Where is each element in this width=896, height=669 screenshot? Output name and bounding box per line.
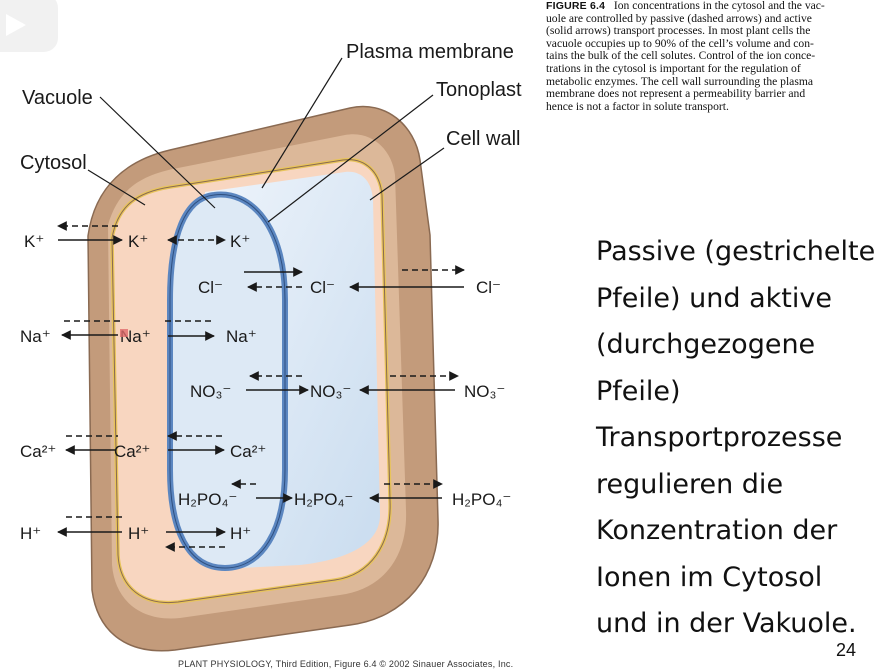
ion-h-outside: H⁺	[20, 524, 41, 543]
side-text-line: und in der Vakuole.	[596, 608, 857, 639]
ion-h2po4-cytosol: H₂PO₄⁻	[294, 490, 353, 509]
figure-caption: FIGURE 6.4 Ion concentrations in the cyt…	[546, 0, 896, 113]
ion-cl-vacuole: Cl⁻	[198, 278, 223, 297]
side-text-line: Ionen im Cytosol	[596, 561, 823, 593]
ion-no3-outside: NO₃⁻	[464, 382, 505, 401]
caption-line: metabolic enzymes. The cell wall surroun…	[546, 74, 814, 88]
caption-line: hence is not a factor in solute transpor…	[546, 99, 729, 113]
ion-no3-cytosol: NO₃⁻	[310, 382, 351, 401]
ion-ca-cytosol: Ca²⁺	[114, 442, 150, 461]
caption-line: (solid arrows) transport processes. In m…	[546, 24, 811, 38]
caption-line: uole are controlled by passive (dashed a…	[546, 11, 812, 25]
page-number: 24	[836, 640, 857, 660]
side-text-line: Transportprozesse	[596, 422, 843, 453]
cursor-marker	[120, 329, 128, 337]
side-text-line: (durchgezogene	[596, 329, 816, 360]
label-cytosol: Cytosol	[20, 152, 87, 174]
ion-k-cytosol: K⁺	[128, 232, 148, 251]
side-text-line: Passive (gestrichelte	[596, 236, 876, 267]
ion-h2po4-vacuole: H₂PO₄⁻	[178, 490, 237, 509]
label-cell-wall: Cell wall	[446, 128, 520, 150]
side-text-line: regulieren die	[596, 468, 784, 500]
ion-h-cytosol: H⁺	[128, 524, 149, 543]
slide-explanation-text: Passive (gestrichelte Pfeile) und aktive…	[596, 229, 896, 648]
caption-line: membrane does not represent a permeabili…	[546, 87, 806, 101]
caption-line: trations in the cytosol is important for…	[546, 61, 801, 75]
figure-label: FIGURE 6.4	[546, 0, 606, 12]
ion-ca-vacuole: Ca²⁺	[230, 442, 266, 461]
ion-h2po4-outside: H₂PO₄⁻	[452, 490, 511, 509]
ion-k-outside: K⁺	[24, 232, 44, 251]
ion-no3-vacuole: NO₃⁻	[190, 382, 231, 401]
caption-line: tains the bulk of the cell solutes. Cont…	[546, 49, 816, 63]
ion-k-vacuole: K⁺	[230, 232, 250, 251]
caption-line: vacuole occupies up to 90% of the cell’s…	[546, 36, 814, 50]
ion-na-outside: Na⁺	[20, 327, 51, 346]
caption-line: Ion concentrations in the cytosol and th…	[613, 0, 825, 12]
ion-ca-outside: Ca²⁺	[20, 442, 56, 461]
side-text-line: Pfeile) und aktive	[596, 282, 832, 314]
side-text-line: Pfeile)	[596, 375, 681, 407]
figure-credit: PLANT PHYSIOLOGY, Third Edition, Figure …	[178, 659, 514, 669]
side-text-line: Konzentration der	[596, 515, 838, 546]
ion-h-vacuole: H⁺	[230, 524, 251, 543]
label-tonoplast: Tonoplast	[436, 79, 522, 101]
ion-na-vacuole: Na⁺	[226, 327, 257, 346]
ion-cl-cytosol: Cl⁻	[310, 278, 335, 297]
play-overlay-icon[interactable]	[0, 0, 58, 52]
label-plasma-membrane: Plasma membrane	[346, 41, 514, 63]
label-vacuole: Vacuole	[22, 87, 93, 109]
ion-cl-outside: Cl⁻	[476, 278, 501, 297]
